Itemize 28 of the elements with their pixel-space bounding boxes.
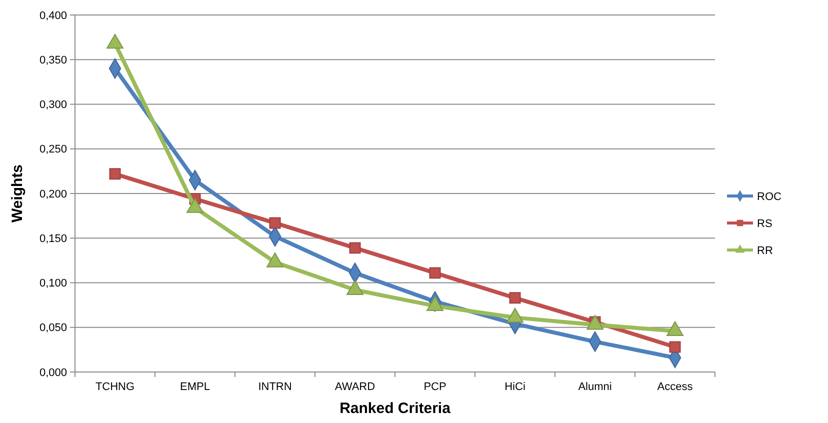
- x-tick-label: AWARD: [334, 381, 376, 393]
- x-tick-label: EMPL: [180, 381, 210, 393]
- x-tick-label: INTRN: [258, 381, 292, 393]
- legend-label: RR: [757, 244, 773, 257]
- x-tick-label: HiCi: [504, 381, 526, 393]
- x-tick-label: PCP: [424, 381, 446, 393]
- y-tick-label: 0,400: [39, 10, 67, 22]
- point: [669, 341, 681, 353]
- y-tick-label: 0,300: [39, 99, 67, 112]
- x-tick-label: TCHNG: [95, 381, 135, 393]
- point: [429, 267, 441, 279]
- point: [109, 168, 121, 180]
- y-tick-label: 0,350: [39, 54, 67, 66]
- y-tick-label: 0,200: [39, 188, 67, 200]
- y-tick-label: 0,100: [39, 278, 67, 290]
- y-tick-label: 0,250: [39, 144, 67, 156]
- y-tick-label: 0,150: [39, 232, 67, 245]
- x-tick-label: Access: [657, 381, 694, 393]
- point: [509, 292, 521, 304]
- y-tick-label: 0,000: [39, 366, 67, 379]
- legend-label: ROC: [757, 190, 782, 203]
- point: [269, 217, 281, 229]
- x-tick-label: Alumni: [578, 381, 612, 393]
- point: [349, 242, 361, 254]
- y-axis-title: Weights: [9, 164, 26, 223]
- y-tick-label: 0,050: [39, 322, 67, 334]
- x-axis-title: Ranked Criteria: [340, 400, 452, 417]
- legend-label: RS: [757, 218, 772, 230]
